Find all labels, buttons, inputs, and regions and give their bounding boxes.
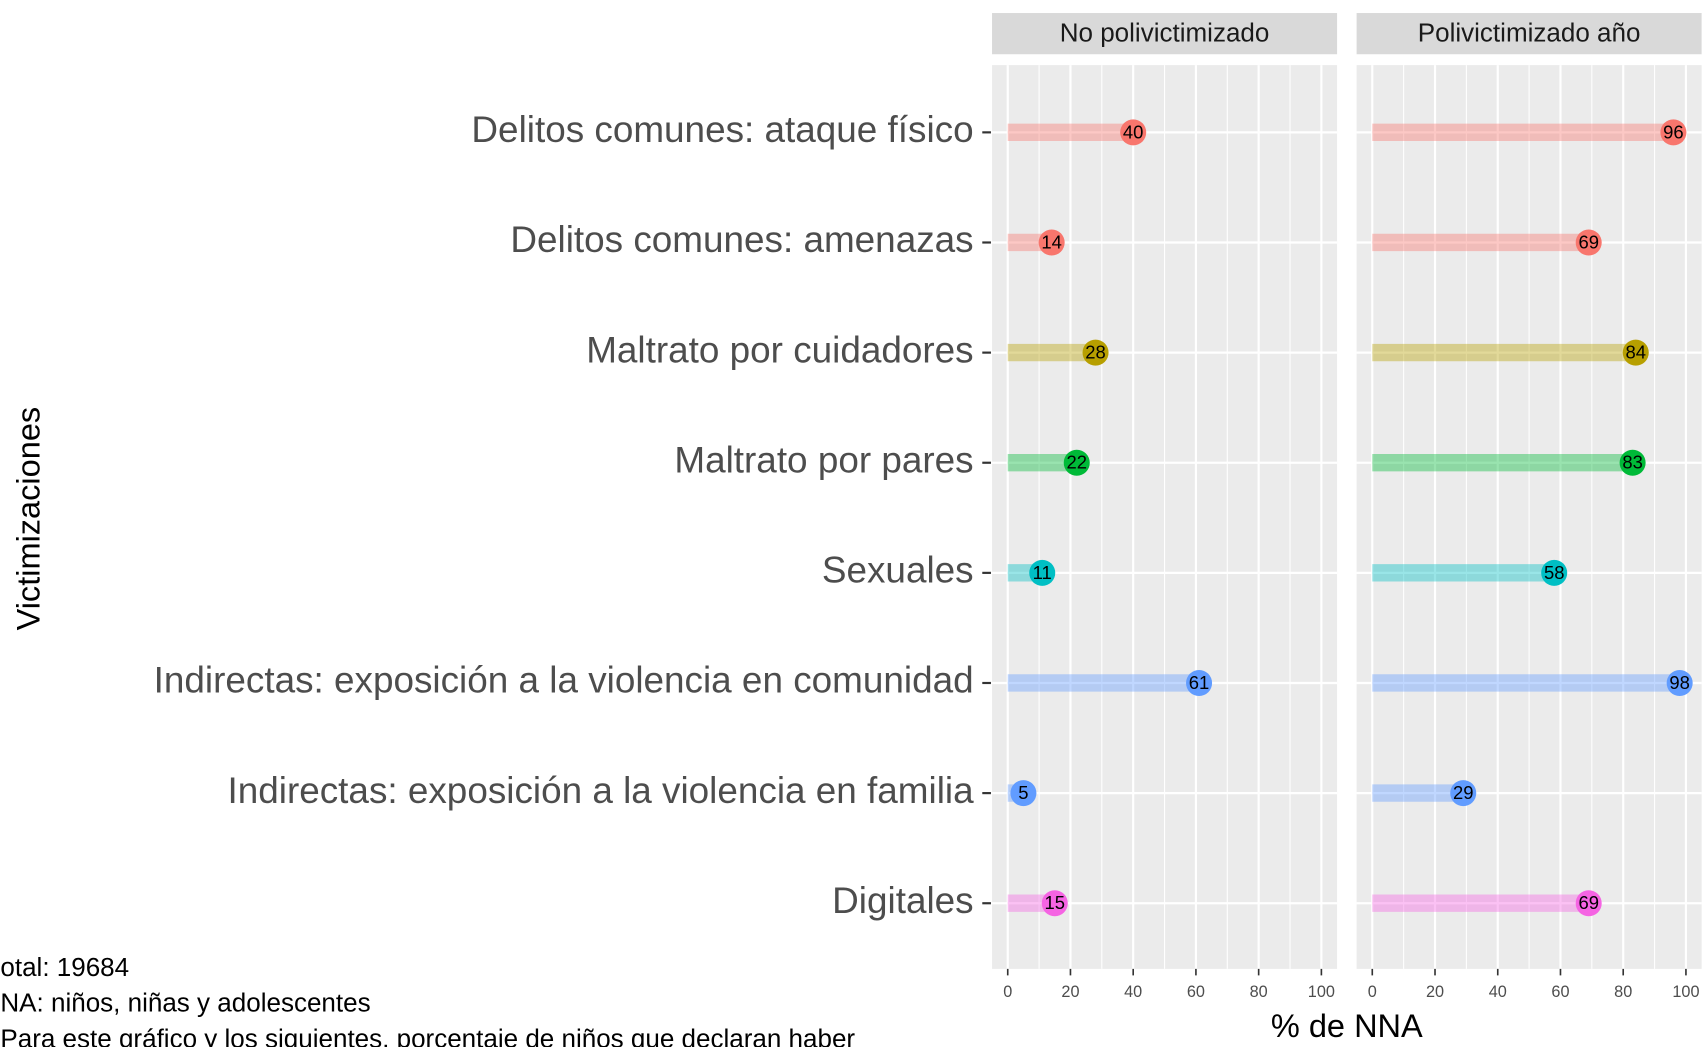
value-label: 22 xyxy=(1066,452,1087,473)
value-label: 14 xyxy=(1041,231,1062,252)
x-tick-label: 80 xyxy=(1614,983,1632,1001)
value-label: 15 xyxy=(1045,892,1066,913)
x-tick-label: 20 xyxy=(1061,983,1079,1001)
x-tick-label: 60 xyxy=(1187,983,1205,1001)
x-tick-label: 40 xyxy=(1489,983,1507,1001)
value-label: 84 xyxy=(1625,342,1646,363)
point xyxy=(1541,559,1568,586)
strip xyxy=(1356,13,1702,55)
y-tick-label: Indirectas: exposición a la violencia en… xyxy=(228,770,975,811)
x-tick-label: 40 xyxy=(1124,983,1142,1001)
y-tick-label: Digitales xyxy=(832,880,973,921)
value-label: 11 xyxy=(1033,562,1052,583)
point xyxy=(1010,780,1037,807)
x-tick-label: 60 xyxy=(1551,983,1569,1001)
point xyxy=(1660,119,1687,146)
panel-title: Polivictimizado año xyxy=(1418,18,1641,48)
point xyxy=(1041,890,1068,917)
y-tick-label: Indirectas: exposición a la violencia en… xyxy=(154,660,974,701)
point xyxy=(1029,559,1056,586)
y-axis-title: Victimizaciones xyxy=(10,407,46,631)
point xyxy=(1038,229,1065,256)
point xyxy=(1450,780,1477,807)
strip xyxy=(992,13,1338,55)
value-label: 28 xyxy=(1085,342,1106,363)
value-label: 83 xyxy=(1622,452,1643,473)
value-label: 61 xyxy=(1189,672,1210,693)
note: otal: 19684 xyxy=(0,952,129,982)
y-tick-label: Delitos comunes: ataque físico xyxy=(471,109,973,150)
point xyxy=(1622,339,1649,366)
y-tick-label: Sexuales xyxy=(822,550,974,591)
note: NA: niños, niñas y adolescentes xyxy=(0,988,370,1018)
value-label: 58 xyxy=(1544,562,1565,583)
point xyxy=(1666,669,1693,697)
point xyxy=(1063,449,1090,476)
x-tick-label: 20 xyxy=(1426,983,1444,1001)
value-label: 96 xyxy=(1663,121,1684,142)
value-label: 98 xyxy=(1669,672,1690,693)
x-tick-label: 100 xyxy=(1308,983,1335,1001)
x-tick-label: 100 xyxy=(1672,983,1699,1001)
point xyxy=(1575,890,1602,917)
value-label: 29 xyxy=(1453,782,1474,803)
point xyxy=(1619,449,1646,476)
value-label: 69 xyxy=(1578,231,1599,252)
value-label: 5 xyxy=(1018,782,1028,803)
y-tick-label: Delitos comunes: amenazas xyxy=(510,219,973,260)
y-tick-label: Maltrato por cuidadores xyxy=(586,329,973,370)
value-label: 69 xyxy=(1578,892,1599,913)
x-tick-label: 80 xyxy=(1250,983,1268,1001)
x-tick-label: 0 xyxy=(1368,983,1377,1001)
x-tick-label: 0 xyxy=(1003,983,1012,1001)
point xyxy=(1120,119,1147,146)
panel-title: No polivictimizado xyxy=(1060,18,1270,48)
x-axis-title: % de NNA xyxy=(1271,1008,1423,1044)
note: Para este gráfico y los siguientes, porc… xyxy=(0,1023,855,1047)
point xyxy=(1575,229,1602,256)
point xyxy=(1186,669,1213,697)
y-tick-label: Maltrato por pares xyxy=(674,439,973,480)
value-label: 40 xyxy=(1123,121,1144,142)
point xyxy=(1082,339,1109,366)
